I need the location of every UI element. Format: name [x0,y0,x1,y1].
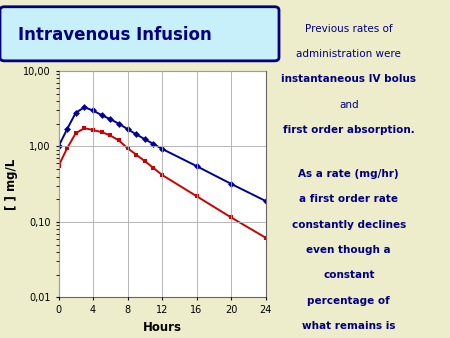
Text: and: and [339,100,359,110]
Text: constant: constant [323,270,374,281]
Text: instantaneous IV bolus: instantaneous IV bolus [281,74,416,84]
X-axis label: Hours: Hours [143,321,181,334]
Text: a first order rate: a first order rate [299,194,398,204]
Y-axis label: [ ] mg/L: [ ] mg/L [4,159,18,210]
Text: As a rate (mg/hr): As a rate (mg/hr) [298,169,399,179]
Text: Previous rates of: Previous rates of [305,24,392,34]
Text: even though a: even though a [306,245,391,255]
Text: what remains is: what remains is [302,321,396,331]
Text: Intravenous Infusion: Intravenous Infusion [18,26,212,45]
Text: constantly declines: constantly declines [292,220,406,230]
Text: administration were: administration were [296,49,401,59]
Text: percentage of: percentage of [307,296,390,306]
Text: first order absorption.: first order absorption. [283,125,414,135]
